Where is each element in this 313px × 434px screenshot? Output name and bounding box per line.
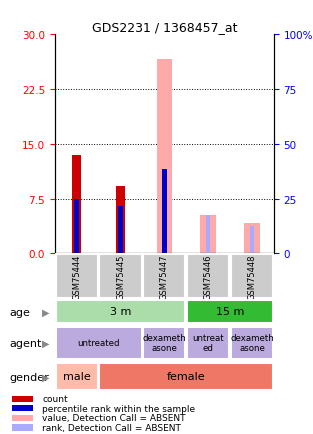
Text: 15 m: 15 m [216,306,244,316]
Bar [162,170,167,254]
Bar [13,424,33,431]
Bar [231,327,273,359]
Text: untreated: untreated [77,338,120,347]
Text: GSM75447: GSM75447 [160,254,169,299]
Bar [187,327,229,359]
Text: ▶: ▶ [42,307,49,317]
Bar [187,301,273,323]
Text: ▶: ▶ [42,372,49,381]
Text: GSM75444: GSM75444 [72,254,81,299]
Bar [13,405,33,411]
Bar [143,255,185,299]
Text: rank, Detection Call = ABSENT: rank, Detection Call = ABSENT [43,423,181,432]
Bar [56,363,98,390]
Text: agent: agent [9,339,42,348]
Text: GSM75445: GSM75445 [116,254,125,299]
Bar [231,255,273,299]
Bar [72,155,81,254]
Text: ▶: ▶ [42,339,49,348]
Bar [116,187,125,254]
Text: dexameth
asone: dexameth asone [142,333,186,352]
Text: value, Detection Call = ABSENT: value, Detection Call = ABSENT [43,414,186,422]
Bar [206,216,210,254]
Bar [187,255,229,299]
Text: female: female [167,371,206,381]
Text: count: count [43,395,68,403]
Bar [118,207,123,254]
Text: untreat
ed: untreat ed [192,333,224,352]
Bar [162,170,167,254]
Bar [13,396,33,402]
Bar [56,301,185,323]
Bar [74,199,79,254]
Bar [143,327,185,359]
Text: dexameth
asone: dexameth asone [230,333,274,352]
Bar [250,226,254,254]
Text: GSM75448: GSM75448 [248,254,256,299]
Bar [156,60,172,254]
Bar [100,255,141,299]
Text: 3 m: 3 m [110,306,131,316]
Title: GDS2231 / 1368457_at: GDS2231 / 1368457_at [92,20,237,33]
Text: percentile rank within the sample: percentile rank within the sample [43,404,196,413]
Text: GSM75446: GSM75446 [204,254,213,299]
Text: male: male [63,371,90,381]
Bar [244,223,259,254]
Text: gender: gender [9,372,49,381]
Bar [56,327,141,359]
Bar [100,363,273,390]
Bar [201,216,216,254]
Bar [56,255,98,299]
Bar [13,415,33,421]
Text: age: age [9,307,30,317]
